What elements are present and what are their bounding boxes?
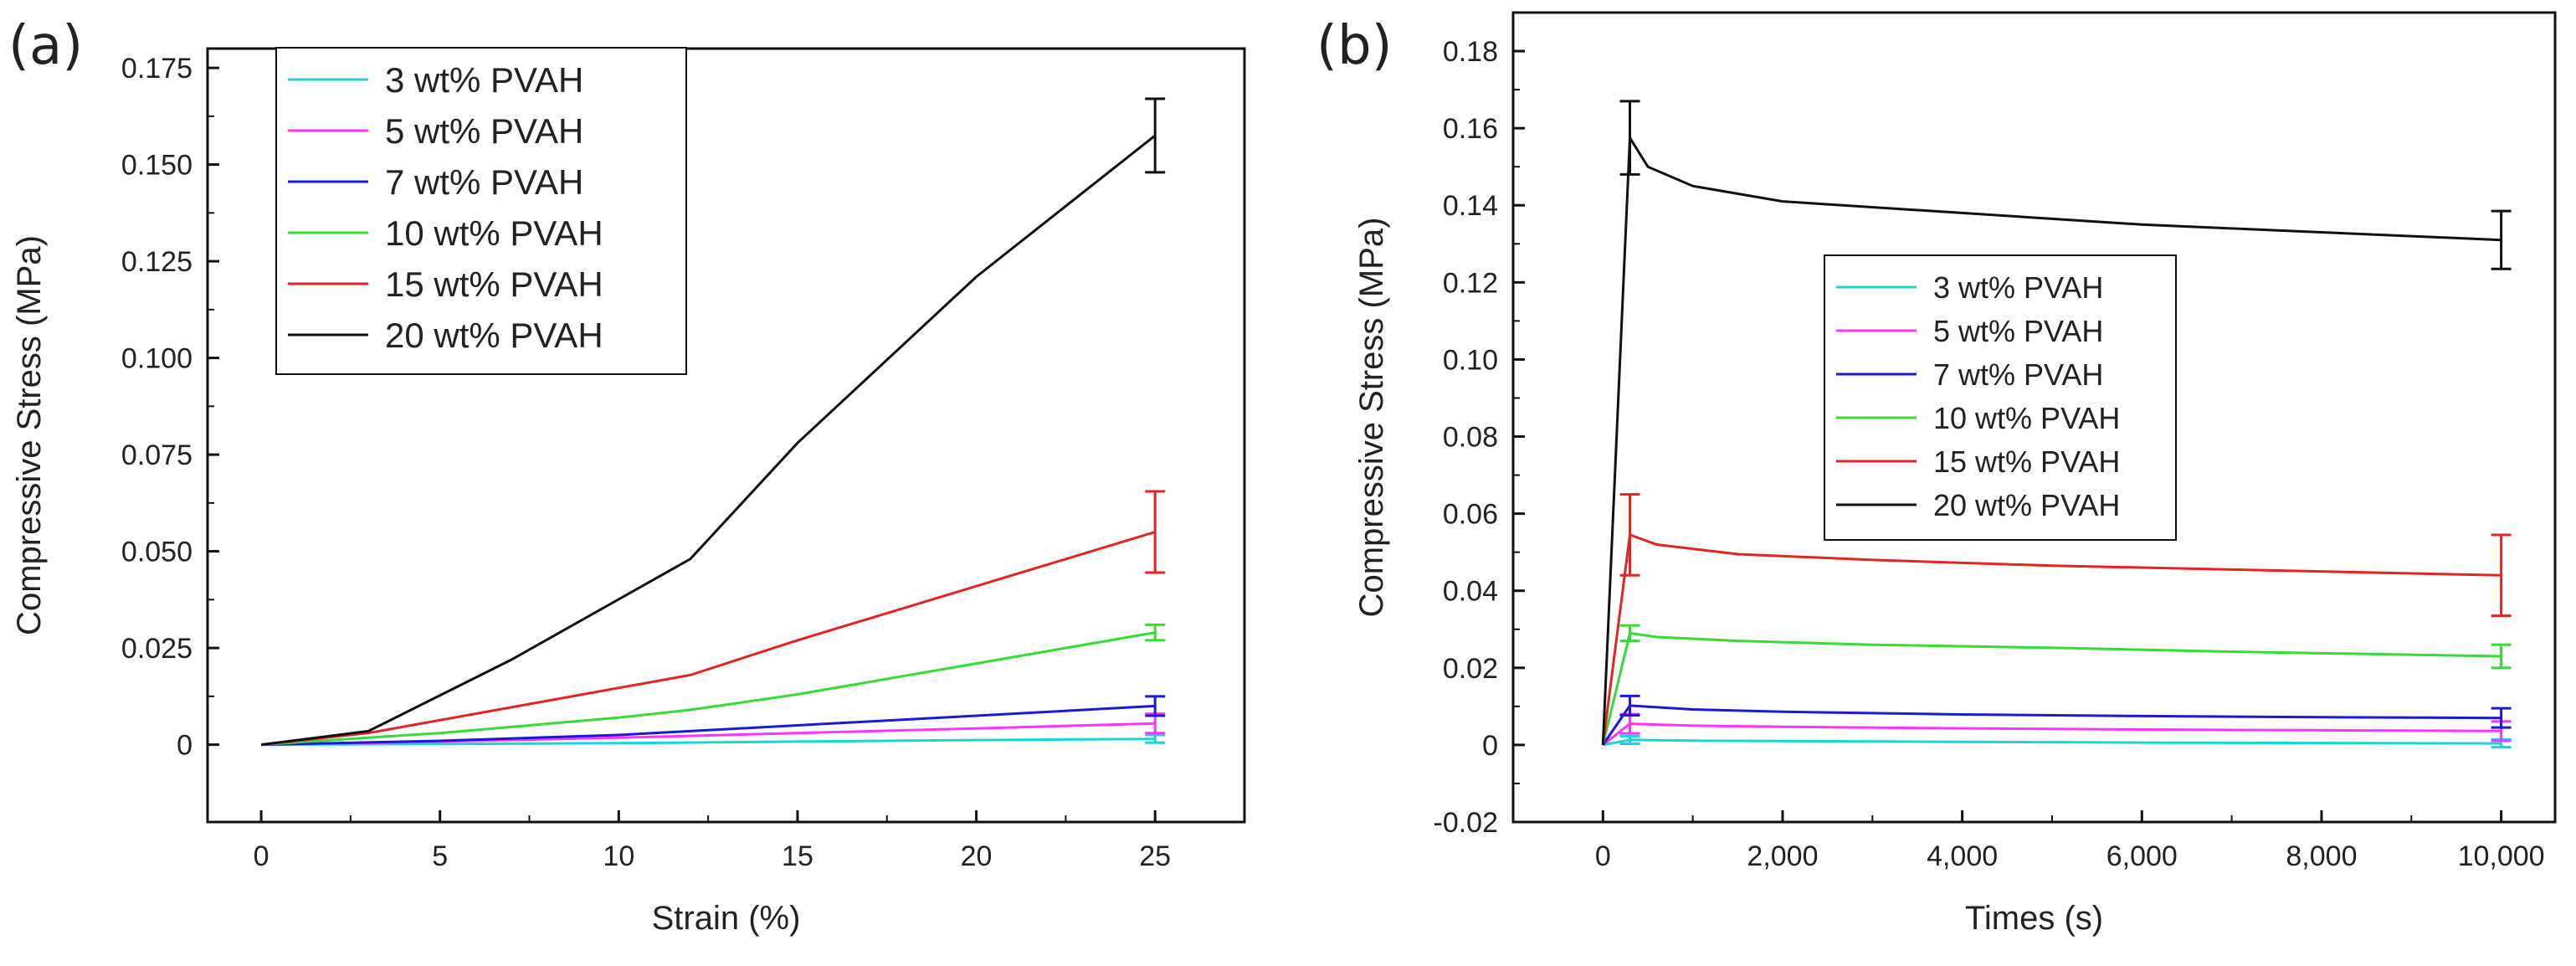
y-tick-label: 0.175 bbox=[121, 53, 192, 85]
y-tick-label: 0.08 bbox=[1443, 422, 1498, 454]
legend-label: 20 wt% PVAH bbox=[385, 316, 603, 355]
legend-label: 7 wt% PVAH bbox=[385, 162, 583, 202]
legend-label: 3 wt% PVAH bbox=[385, 60, 583, 100]
x-tick-label: 6,000 bbox=[2106, 840, 2178, 872]
y-tick-label: -0.02 bbox=[1434, 807, 1499, 839]
series-line bbox=[1602, 722, 2502, 747]
x-tick-label: 8,000 bbox=[2286, 840, 2357, 872]
y-tick-label: 0.10 bbox=[1443, 344, 1498, 376]
x-tick-label: 10,000 bbox=[2458, 840, 2545, 872]
series-line bbox=[1601, 631, 2502, 746]
chart-panel-a: 0 0.025 0.050 0.075 0.100 0.125 0.150 0.175 0 5 10… bbox=[11, 47, 1246, 937]
legend-label: 15 wt% PVAH bbox=[1933, 444, 2120, 479]
series-line bbox=[260, 134, 1157, 747]
panel-label-b: (b) bbox=[1316, 15, 1393, 77]
series-line bbox=[1603, 738, 2502, 747]
y-axis-title: Compressive Stress (MPa) bbox=[1353, 218, 1390, 618]
legend-label: 10 wt% PVAH bbox=[385, 213, 603, 253]
series-line bbox=[261, 704, 1156, 747]
panel-label-a: (a) bbox=[8, 15, 84, 77]
x-tick-label: 15 bbox=[782, 840, 813, 872]
legend-label: 3 wt% PVAH bbox=[1933, 270, 2103, 305]
plot-frame bbox=[206, 47, 1246, 824]
y-axis-title: Compressive Stress (MPa) bbox=[11, 235, 48, 635]
y-tick-label: 0.06 bbox=[1443, 499, 1498, 531]
y-tick-label: 0.12 bbox=[1443, 267, 1498, 299]
y-tick-label: 0.02 bbox=[1443, 653, 1498, 685]
y-tick-label: 0.04 bbox=[1443, 576, 1498, 608]
legend-box bbox=[275, 47, 687, 375]
x-axis-title: Times (s) bbox=[1965, 900, 2103, 937]
y-tick-label: 0.100 bbox=[121, 343, 192, 375]
legend-label: 10 wt% PVAH bbox=[1933, 401, 2120, 435]
x-tick-label: 10 bbox=[603, 840, 634, 872]
x-tick-label: 5 bbox=[432, 840, 448, 872]
y-tick-label: 0.14 bbox=[1443, 190, 1498, 222]
y-tick-label: 0.075 bbox=[121, 439, 192, 471]
series-line bbox=[261, 631, 1156, 747]
y-tick-label: 0 bbox=[1482, 730, 1498, 762]
x-tick-label: 20 bbox=[961, 840, 993, 872]
legend-label: 15 wt% PVAH bbox=[385, 265, 603, 304]
series-line bbox=[1601, 133, 2502, 745]
legend-label: 5 wt% PVAH bbox=[385, 111, 583, 151]
series-line bbox=[260, 531, 1156, 747]
series-line bbox=[261, 737, 1156, 747]
x-tick-label: 0 bbox=[1595, 840, 1611, 872]
plot-frame bbox=[1511, 11, 2557, 824]
x-axis-title: Strain (%) bbox=[652, 900, 801, 937]
y-tick-label: 0.125 bbox=[121, 246, 192, 278]
y-tick-label: 0.150 bbox=[121, 150, 192, 182]
legend-label: 7 wt% PVAH bbox=[1933, 357, 2103, 392]
x-tick-label: 0 bbox=[254, 840, 269, 872]
y-tick-label: 0 bbox=[177, 730, 192, 762]
y-tick-label: 0.050 bbox=[121, 537, 192, 568]
legend-box bbox=[1824, 254, 2177, 541]
y-tick-label: 0.18 bbox=[1443, 36, 1498, 68]
y-tick-label: 0.025 bbox=[121, 633, 192, 665]
x-tick-label: 4,000 bbox=[1927, 840, 1998, 872]
legend-label: 20 wt% PVAH bbox=[1933, 488, 2120, 522]
x-tick-label: 25 bbox=[1139, 840, 1171, 872]
chart-panel-b: -0.02 0 0.02 0.04 0.06 0.08 0.10 0.12 0.14 0.16 0.… bbox=[1353, 11, 2557, 937]
x-tick-label: 2,000 bbox=[1747, 840, 1818, 872]
legend-label: 5 wt% PVAH bbox=[1933, 314, 2103, 348]
y-tick-label: 0.16 bbox=[1443, 113, 1498, 145]
series-line bbox=[1602, 704, 2502, 746]
series-line bbox=[1601, 532, 2502, 746]
